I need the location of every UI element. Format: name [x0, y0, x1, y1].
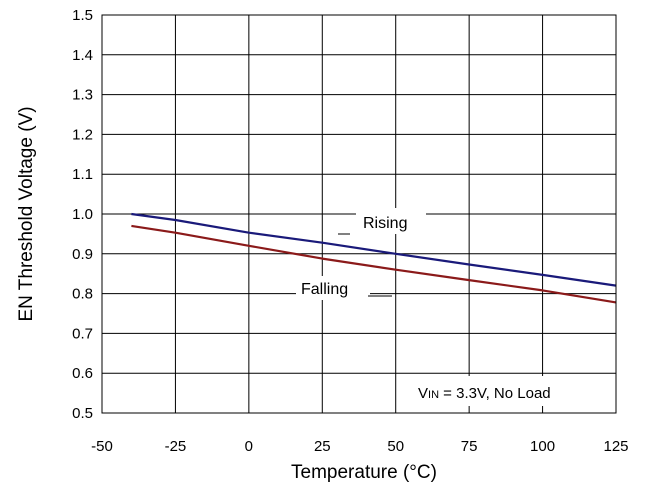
y-tick-label: 0.8 [72, 286, 93, 303]
x-tick-label: -25 [165, 438, 187, 455]
rising-label: Rising [363, 215, 407, 232]
series-lines [131, 212, 617, 304]
condition-subscript: IN [428, 389, 439, 401]
x-tick-label: 50 [387, 438, 404, 455]
y-tick-label: 1.3 [72, 87, 93, 104]
y-axis-title: EN Threshold Voltage (V) [16, 106, 37, 321]
y-tick-label: 1.2 [72, 126, 93, 143]
x-axis-title: Temperature (°C) [291, 462, 437, 483]
y-tick-label: 0.9 [72, 246, 93, 263]
plot-frame [101, 14, 617, 414]
grid [102, 15, 616, 413]
y-tick-label: 1.1 [72, 166, 93, 183]
falling-label-bg [296, 276, 370, 300]
condition-label: VIN = 3.3V, No Load [418, 385, 551, 402]
series-line-falling [131, 224, 617, 304]
y-tick-label: 0.5 [72, 405, 93, 422]
x-tick-label: 25 [314, 438, 331, 455]
x-tick-label: 75 [461, 438, 478, 455]
condition-prefix: V [418, 385, 428, 402]
series-line-rising [131, 212, 617, 287]
y-tick-label: 1.5 [72, 7, 93, 24]
y-tick-label: 0.6 [72, 365, 93, 382]
x-tick-label: 100 [530, 438, 555, 455]
y-tick-label: 0.7 [72, 325, 93, 342]
falling-label: Falling [301, 281, 348, 298]
tick-labels: -50 -25 0 25 50 75 100 125 0.5 0.6 0.7 0.8 0.9 1.0 1.1… [72, 7, 628, 455]
y-tick-label: 1.4 [72, 47, 93, 64]
y-tick-label: 1.0 [72, 206, 93, 223]
condition-suffix: = 3.3V, No Load [439, 385, 551, 402]
x-tick-label: -50 [91, 438, 113, 455]
condition-box [412, 376, 608, 406]
x-tick-label: 0 [245, 438, 253, 455]
rising-label-bg [356, 208, 426, 234]
x-tick-label: 125 [603, 438, 628, 455]
